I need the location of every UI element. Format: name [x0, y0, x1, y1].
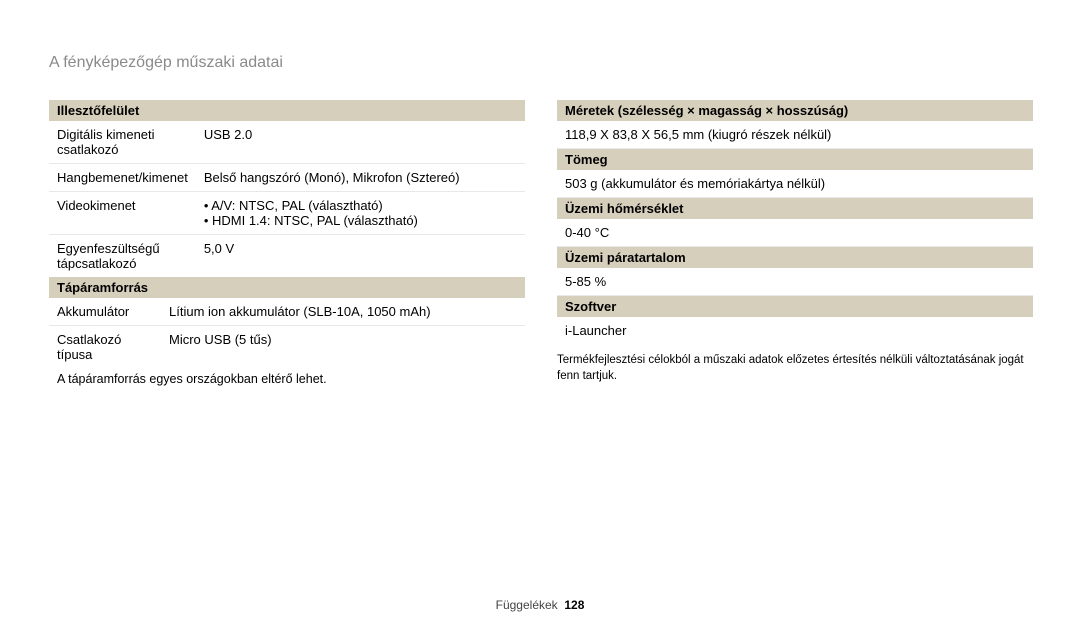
spec-label: Hangbemenet/kimenet — [49, 164, 196, 192]
disclaimer-text: Termékfejlesztési célokból a műszaki ada… — [557, 344, 1033, 384]
spec-table-power: Akkumulátor Lítium ion akkumulátor (SLB-… — [49, 298, 525, 368]
spec-value: 5,0 V — [196, 235, 525, 278]
spec-value: 503 g (akkumulátor és memóriakártya nélk… — [557, 170, 1033, 198]
table-row: Hangbemenet/kimenet Belső hangszóró (Mon… — [49, 164, 525, 192]
table-row: Akkumulátor Lítium ion akkumulátor (SLB-… — [49, 298, 525, 326]
spec-value: USB 2.0 — [196, 121, 525, 164]
spec-value: A/V: NTSC, PAL (választható) HDMI 1.4: N… — [196, 192, 525, 235]
section-header-humidity: Üzemi páratartalom — [557, 247, 1033, 268]
spec-label: Akkumulátor — [49, 298, 161, 326]
section-header-weight: Tömeg — [557, 149, 1033, 170]
table-row: Digitális kimeneti csatlakozó USB 2.0 — [49, 121, 525, 164]
spec-value: Micro USB (5 tűs) — [161, 326, 525, 369]
footer-label: Függelékek — [496, 598, 558, 612]
spec-label: Videokimenet — [49, 192, 196, 235]
power-footnote: A tápáramforrás egyes országokban eltérő… — [49, 368, 525, 394]
spec-label: Csatlakozó típusa — [49, 326, 161, 369]
spec-label: Digitális kimeneti csatlakozó — [49, 121, 196, 164]
page-footer: Függelékek 128 — [0, 598, 1080, 612]
spec-value: Belső hangszóró (Monó), Mikrofon (Sztere… — [196, 164, 525, 192]
table-row: Csatlakozó típusa Micro USB (5 tűs) — [49, 326, 525, 369]
spec-value: i-Launcher — [557, 317, 1033, 344]
spec-value: Lítium ion akkumulátor (SLB-10A, 1050 mA… — [161, 298, 525, 326]
spec-value: 5-85 % — [557, 268, 1033, 296]
table-row: Videokimenet A/V: NTSC, PAL (választható… — [49, 192, 525, 235]
columns: Illesztőfelület Digitális kimeneti csatl… — [49, 100, 1031, 394]
spec-table-interface: Digitális kimeneti csatlakozó USB 2.0 Ha… — [49, 121, 525, 277]
section-header-interface: Illesztőfelület — [49, 100, 525, 121]
spec-label: Egyenfeszültségű tápcsatlakozó — [49, 235, 196, 278]
right-column: Méretek (szélesség × magasság × hosszúsá… — [557, 100, 1033, 394]
section-header-software: Szoftver — [557, 296, 1033, 317]
page-number: 128 — [564, 598, 584, 612]
bullet-item: HDMI 1.4: NTSC, PAL (választható) — [204, 213, 517, 228]
page-title: A fényképezőgép műszaki adatai — [49, 54, 283, 72]
left-column: Illesztőfelület Digitális kimeneti csatl… — [49, 100, 525, 394]
section-header-power: Tápáramforrás — [49, 277, 525, 298]
spec-value: 0-40 °C — [557, 219, 1033, 247]
bullet-item: A/V: NTSC, PAL (választható) — [204, 198, 517, 213]
section-header-temp: Üzemi hőmérséklet — [557, 198, 1033, 219]
table-row: Egyenfeszültségű tápcsatlakozó 5,0 V — [49, 235, 525, 278]
spec-value: 118,9 X 83,8 X 56,5 mm (kiugró részek né… — [557, 121, 1033, 149]
section-header-dimensions: Méretek (szélesség × magasság × hosszúsá… — [557, 100, 1033, 121]
